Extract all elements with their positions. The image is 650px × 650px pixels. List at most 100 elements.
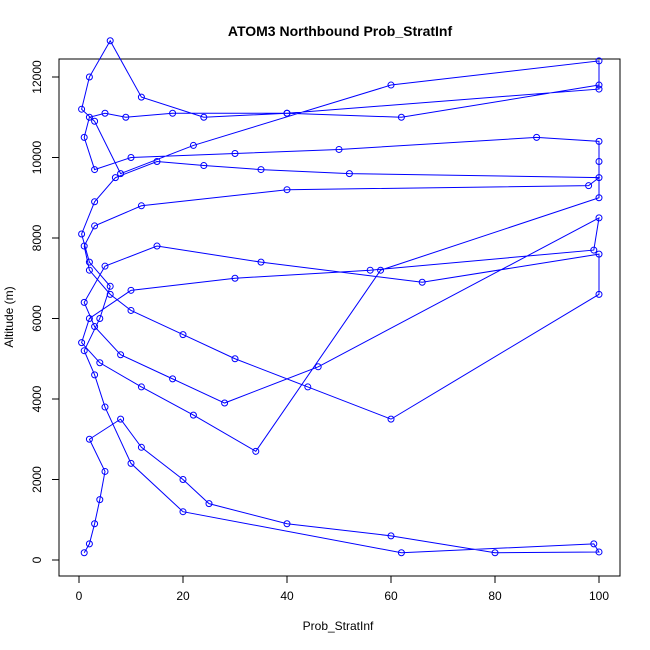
data-point-0-31 [595, 174, 603, 182]
data-point-0-24 [78, 230, 86, 238]
data-point-0-4 [101, 467, 109, 475]
y-axis: 0 2000 4000 6000 8000 10000 12000 [30, 60, 60, 563]
data-point-0-76 [80, 133, 88, 141]
data-point-0-90 [106, 37, 114, 45]
data-point-0-55 [314, 363, 322, 371]
data-point-0-18 [101, 403, 109, 411]
data-point-0-85 [189, 141, 197, 149]
y-axis-label: Altitude (m) [2, 286, 16, 347]
x-tick-label-1: 20 [176, 589, 190, 603]
data-point-0-11 [387, 532, 395, 540]
data-point-0-42 [304, 383, 312, 391]
data-point-0-1 [85, 540, 93, 548]
data-point-0-89 [85, 73, 93, 81]
data-point-0-95 [595, 81, 603, 89]
data-point-0-15 [397, 549, 405, 557]
data-point-0-0 [80, 549, 88, 557]
series-layer [78, 37, 603, 557]
data-point-0-62 [78, 339, 86, 347]
data-point-0-87 [91, 117, 99, 125]
data-point-0-67 [377, 266, 385, 274]
data-point-0-8 [179, 476, 187, 483]
data-point-0-74 [127, 154, 135, 161]
x-tick-label-5: 100 [589, 589, 609, 603]
data-point-0-6 [117, 415, 125, 423]
data-point-0-46 [418, 278, 426, 286]
data-point-0-22 [106, 282, 114, 290]
data-point-0-37 [85, 266, 93, 274]
y-tick-label-1: 2000 [30, 466, 44, 493]
data-point-0-45 [595, 250, 603, 258]
data-point-0-57 [590, 246, 598, 254]
data-point-0-33 [283, 186, 291, 194]
data-point-0-61 [85, 315, 93, 322]
data-point-0-14 [590, 540, 598, 548]
data-point-0-47 [257, 258, 265, 266]
data-point-0-30 [345, 170, 353, 178]
data-point-0-52 [117, 351, 125, 359]
data-point-0-50 [80, 298, 88, 306]
data-point-0-10 [283, 520, 291, 528]
data-point-0-70 [595, 137, 603, 145]
data-point-0-27 [153, 158, 161, 166]
data-point-0-12 [491, 549, 499, 557]
data-point-0-25 [91, 198, 99, 206]
data-point-0-71 [533, 133, 541, 141]
data-point-0-51 [91, 323, 99, 331]
data-point-0-64 [137, 383, 145, 391]
data-point-0-60 [127, 286, 135, 294]
x-axis-label: Prob_StratInf [303, 619, 374, 633]
x-tick-label-4: 80 [488, 589, 502, 603]
data-point-0-78 [101, 109, 109, 117]
data-point-0-56 [595, 214, 603, 222]
y-tick-label-6: 12000 [30, 60, 44, 94]
y-tick-label-3: 6000 [30, 305, 44, 332]
data-point-0-20 [80, 347, 88, 355]
data-point-0-21 [96, 315, 104, 322]
data-point-0-23 [85, 258, 93, 266]
data-point-0-16 [179, 508, 187, 516]
data-point-0-92 [200, 113, 208, 121]
data-point-0-43 [387, 415, 395, 423]
data-point-0-63 [96, 359, 104, 367]
data-point-0-9 [205, 500, 213, 508]
data-point-0-59 [231, 274, 239, 282]
x-tick-label-0: 0 [76, 589, 83, 603]
x-tick-label-3: 60 [384, 589, 398, 603]
data-point-0-5 [85, 435, 93, 443]
data-point-0-34 [137, 202, 145, 210]
data-point-0-83 [595, 57, 603, 65]
data-point-0-77 [85, 113, 93, 121]
series-line-0 [81, 39, 601, 554]
data-point-0-19 [91, 371, 99, 379]
data-point-0-17 [127, 459, 135, 467]
data-point-0-49 [101, 262, 109, 270]
y-tick-label-4: 8000 [30, 224, 44, 251]
data-point-0-2 [91, 520, 99, 528]
data-point-0-36 [80, 242, 88, 250]
data-point-0-84 [387, 81, 395, 89]
data-point-0-44 [595, 290, 603, 298]
data-point-0-93 [283, 109, 291, 117]
y-tick-label-0: 0 [30, 556, 44, 563]
data-point-0-3 [96, 496, 104, 504]
data-point-0-40 [179, 331, 187, 339]
data-point-0-54 [221, 399, 229, 407]
data-point-0-66 [252, 447, 260, 455]
data-point-0-91 [137, 93, 145, 101]
data-point-0-94 [397, 113, 405, 121]
data-point-0-75 [91, 166, 99, 174]
data-point-0-82 [595, 85, 603, 93]
data-point-0-79 [122, 113, 130, 121]
x-tick-label-2: 40 [280, 589, 294, 603]
data-point-0-86 [117, 170, 125, 178]
data-point-0-53 [169, 375, 177, 383]
data-point-0-68 [595, 194, 603, 202]
data-point-0-29 [257, 166, 265, 174]
data-point-0-26 [111, 174, 119, 182]
x-axis: 0 20 40 60 80 100 [76, 575, 609, 603]
chart-title: ATOM3 Northbound Prob_StratInf [228, 23, 453, 39]
y-tick-label-5: 10000 [30, 140, 44, 174]
